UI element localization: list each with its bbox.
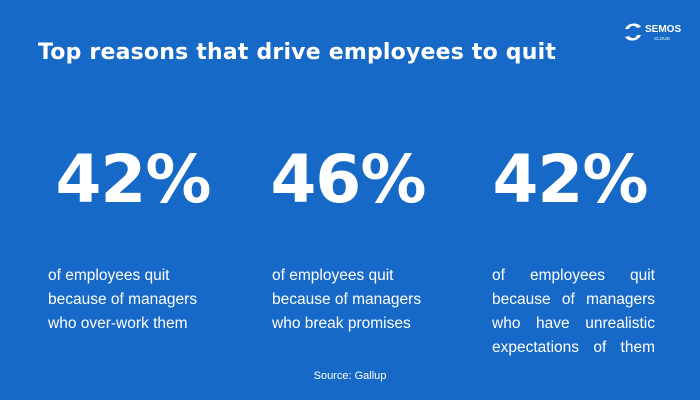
stat-description: of employees quit because of managers who … [48, 264, 197, 336]
description-line: of employees quit [492, 267, 655, 284]
stat-value: 42% [492, 141, 649, 218]
logo-icon [625, 35, 641, 41]
description-line: because of managers [272, 291, 422, 308]
description-line: expectations of them [492, 339, 655, 356]
description-line: because of managers [492, 291, 655, 308]
description-line: who over-work them [48, 315, 188, 332]
description-line: who have unrealistic [492, 315, 655, 332]
logo-name: SEMOS [645, 24, 681, 35]
description-line: of employees quit [272, 267, 394, 284]
stat: 42% of employees quit because of managers w… [43, 140, 223, 332]
description-line: because of managers [48, 291, 198, 308]
stat-description: of employees quit because of managers who … [492, 264, 655, 360]
stat: 46% of employees quit because of managers w… [258, 140, 438, 332]
stat: 42% of employees quit because of managers w… [480, 140, 660, 356]
logo-sub: CLOUD [654, 36, 671, 41]
logo-icon [625, 23, 641, 29]
description-line: who break promises [272, 315, 411, 332]
stat-description: of employees quit because of managers who … [272, 264, 421, 336]
source: Source: Gallup [313, 370, 387, 382]
title: Top reasons that drive employees to quit [38, 40, 557, 65]
description-line: of employees quit [48, 267, 170, 284]
logo: SEMOS CLOUD [625, 23, 681, 41]
stat-value: 46% [270, 141, 427, 218]
stat-value: 42% [55, 141, 212, 218]
